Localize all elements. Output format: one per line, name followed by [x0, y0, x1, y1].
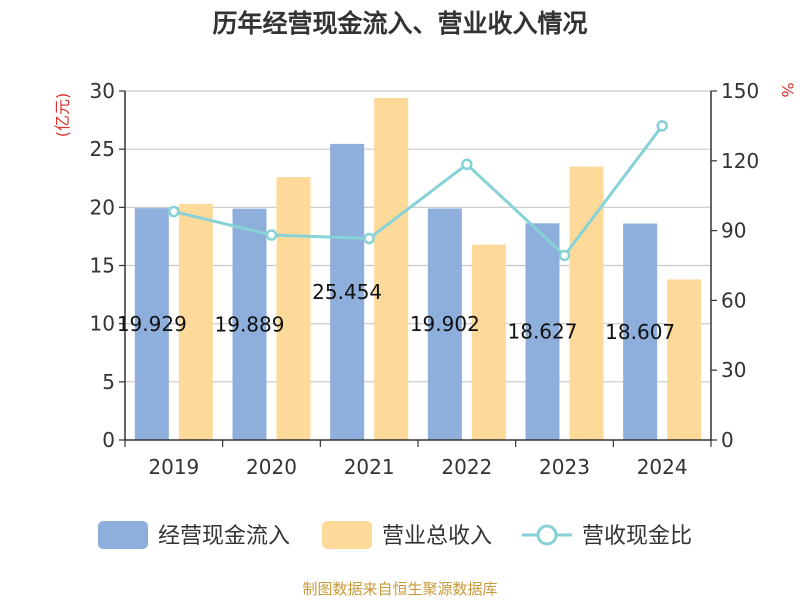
x-axis-tick-label: 2023	[539, 455, 590, 479]
data-label: 18.607	[605, 320, 675, 344]
bar-cash-inflow	[525, 223, 560, 440]
legend-swatch-cash-inflow	[98, 521, 148, 549]
data-label: 25.454	[312, 280, 382, 304]
bar-cash-inflow	[623, 223, 658, 440]
data-labels: 19.929 19.889 25.454 19.902 18.627 18.607	[117, 280, 675, 344]
bar-cash-inflow	[427, 208, 462, 440]
chart-title: 历年经营现金流入、营业收入情况	[212, 9, 587, 38]
bar-series	[134, 97, 702, 440]
bar-revenue	[276, 177, 311, 440]
right-axis-tick-label: 90	[721, 219, 746, 243]
left-axis-tick-label: 25	[90, 137, 115, 161]
left-axis-tick-label: 10	[90, 312, 115, 336]
left-axis-unit: (亿元)	[53, 93, 72, 138]
legend-item-cash-inflow[interactable]: 经营现金流入	[98, 521, 290, 549]
right-axis-tick-label: 0	[721, 428, 734, 452]
right-axis-tick-label: 60	[721, 288, 746, 312]
left-axis-tick-label: 20	[90, 195, 115, 219]
legend-label-revenue: 营业总收入	[382, 524, 492, 549]
right-axis-unit: %	[778, 82, 797, 97]
legend-label-cash-inflow: 经营现金流入	[158, 524, 290, 549]
bar-cash-inflow	[330, 143, 365, 440]
line-point-cash-ratio	[558, 249, 571, 262]
line-point-cash-ratio	[656, 120, 668, 132]
x-axis-tick-label: 2021	[344, 455, 395, 479]
right-axis-tick-label: 30	[721, 358, 746, 382]
x-axis-tick-label: 2024	[637, 455, 688, 479]
data-label: 19.889	[215, 312, 285, 336]
line-point-cash-ratio	[265, 229, 278, 241]
bar-cash-inflow	[134, 208, 169, 440]
legend-item-revenue[interactable]: 营业总收入	[322, 521, 492, 549]
right-axis-tick-label: 150	[721, 79, 759, 103]
bar-revenue	[374, 97, 409, 440]
legend-swatch-revenue	[322, 521, 372, 549]
line-point-cash-ratio	[168, 205, 180, 218]
x-axis-tick-label: 2020	[246, 455, 297, 479]
bar-cash-inflow	[232, 208, 267, 440]
left-axis-tick-label: 30	[90, 79, 115, 103]
right-axis-tick-label: 120	[721, 149, 759, 173]
bar-revenue	[178, 203, 213, 440]
line-point-cash-ratio	[363, 232, 375, 245]
x-axis-tick-label: 2019	[148, 455, 199, 479]
line-series	[168, 120, 668, 262]
bar-revenue	[471, 244, 506, 440]
legend-label-cash-ratio: 营收现金比	[582, 524, 692, 549]
line-point-cash-ratio	[461, 158, 473, 171]
left-axis-tick-label: 5	[102, 370, 115, 394]
left-axis-tick-label: 15	[90, 254, 115, 278]
bar-revenue	[569, 166, 604, 440]
legend: 经营现金流入 营业总收入 营收现金比	[98, 521, 692, 549]
gridlines	[125, 90, 711, 383]
legend-item-cash-ratio[interactable]: 营收现金比	[522, 524, 692, 549]
x-axis-tick-label: 2022	[441, 455, 492, 479]
data-label: 19.929	[117, 312, 187, 336]
axes: 0 5 10 15 20 25 30 0 30 60 90 120 150 2019 2020 2021 202…	[90, 79, 760, 479]
line-cash-ratio	[173, 124, 664, 258]
legend-marker-cash-ratio	[536, 524, 558, 546]
data-label: 19.902	[410, 312, 480, 336]
bar-revenue	[667, 279, 702, 440]
left-axis-tick-label: 0	[102, 428, 115, 452]
source-note: 制图数据来自恒生聚源数据库	[302, 580, 497, 598]
data-label: 18.627	[508, 320, 578, 344]
